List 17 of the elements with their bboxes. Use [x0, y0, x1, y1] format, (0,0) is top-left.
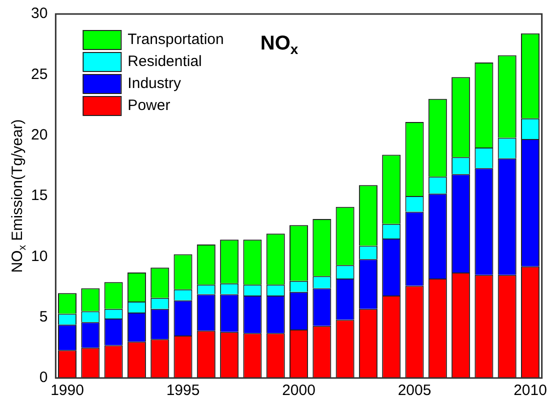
legend-label: Power	[128, 97, 170, 114]
legend-label: Transportation	[128, 31, 224, 48]
y-tick-label: 5	[39, 308, 48, 326]
y-tick-label: 30	[30, 5, 48, 22]
y-tick-label: 25	[30, 66, 48, 83]
y-tick-label: 10	[30, 248, 48, 265]
x-tick-label: 2000	[282, 382, 316, 400]
legend-label: Industry	[128, 75, 182, 92]
x-tick-label: 1995	[166, 382, 200, 400]
x-tick-label: 1990	[50, 382, 84, 400]
y-tick-label: 20	[30, 126, 48, 144]
y-tick-label: 0	[39, 369, 48, 386]
x-tick-label: 2005	[398, 382, 432, 400]
y-axis-title: NOx Emission(Tg/year)	[9, 119, 28, 273]
legend-label: Residential	[128, 53, 202, 70]
y-tick-label: 15	[30, 187, 48, 204]
x-tick-label: 2010	[514, 382, 547, 400]
